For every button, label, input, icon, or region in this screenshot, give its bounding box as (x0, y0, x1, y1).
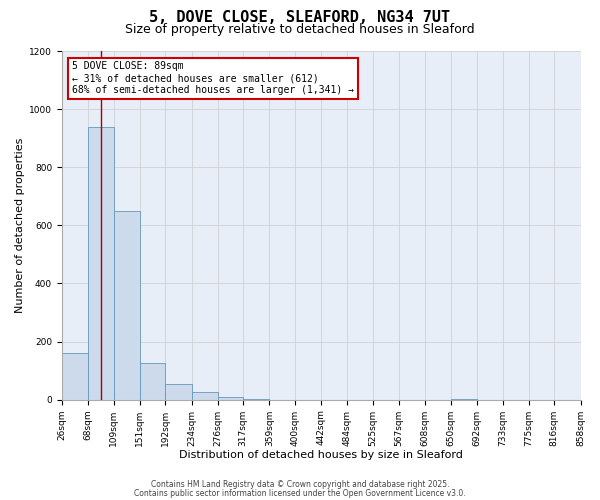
Bar (191, 392, 218, 400)
Text: 5, DOVE CLOSE, SLEAFORD, NG34 7UT: 5, DOVE CLOSE, SLEAFORD, NG34 7UT (149, 10, 451, 25)
Text: Size of property relative to detached houses in Sleaford: Size of property relative to detached ho… (125, 22, 475, 36)
X-axis label: Distribution of detached houses by size in Sleaford: Distribution of detached houses by size … (179, 450, 463, 460)
Bar (62, 353, 88, 400)
Text: Contains public sector information licensed under the Open Government Licence v3: Contains public sector information licen… (134, 488, 466, 498)
Text: 5 DOVE CLOSE: 89sqm
← 31% of detached houses are smaller (612)
68% of semi-detac: 5 DOVE CLOSE: 89sqm ← 31% of detached ho… (72, 62, 354, 94)
Bar (113, 211, 140, 400)
Bar (243, 399, 269, 400)
Y-axis label: Number of detached properties: Number of detached properties (15, 138, 25, 313)
Bar (88, 126, 113, 400)
Text: Contains HM Land Registry data © Crown copyright and database right 2025.: Contains HM Land Registry data © Crown c… (151, 480, 449, 489)
Bar (140, 364, 166, 400)
Bar (218, 397, 243, 400)
Bar (166, 384, 191, 400)
